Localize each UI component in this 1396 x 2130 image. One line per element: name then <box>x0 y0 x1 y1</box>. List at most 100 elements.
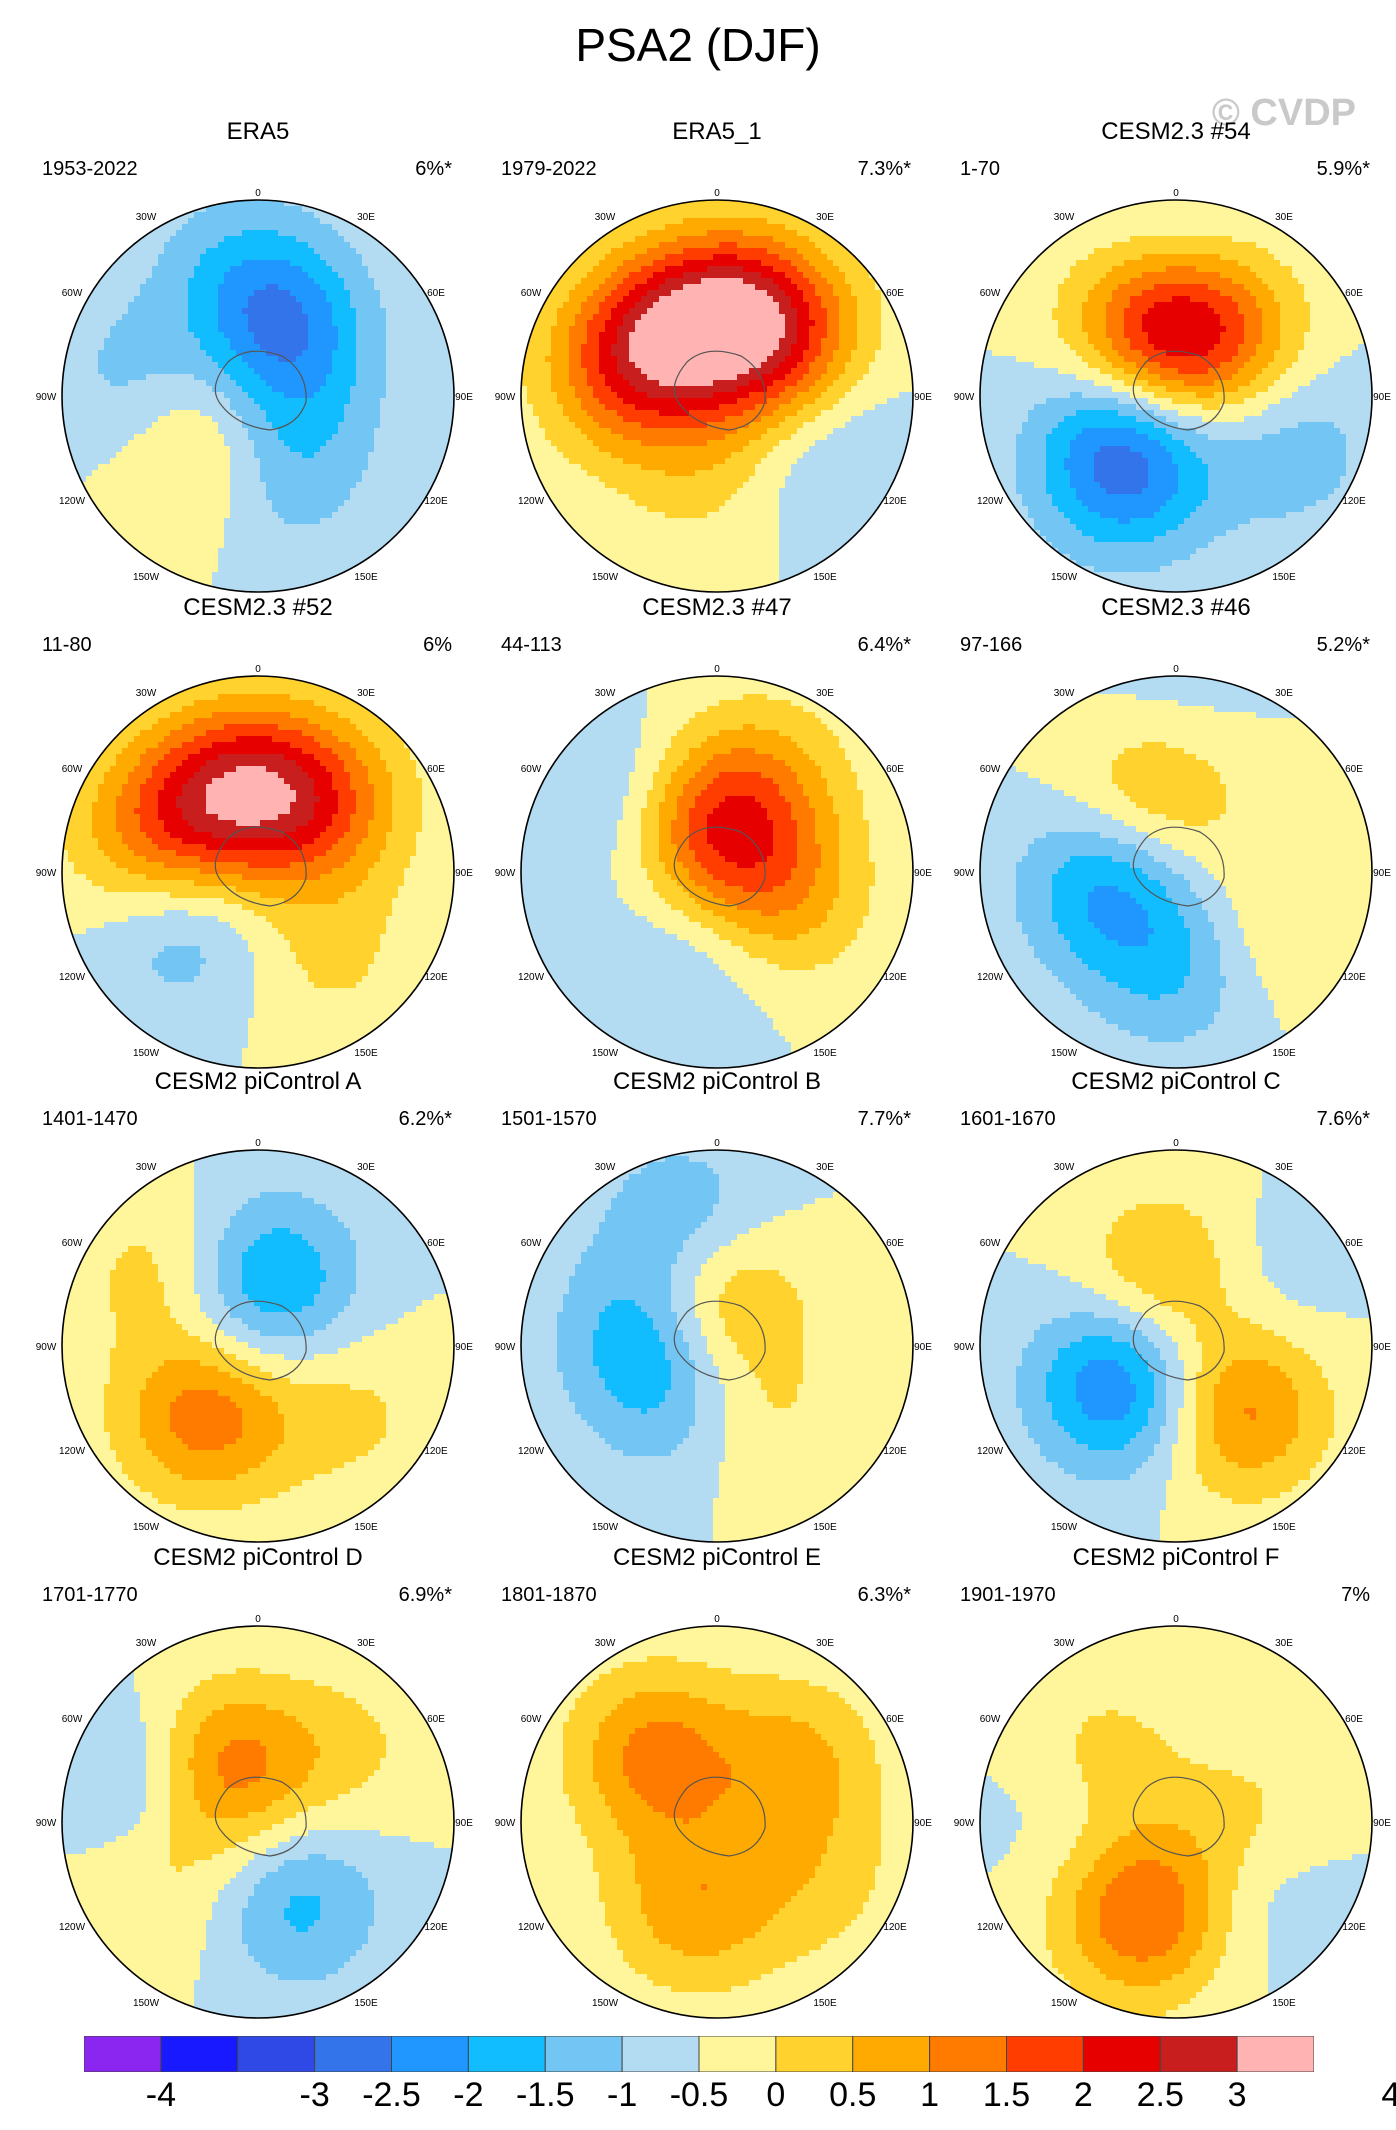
lon-label: 90E <box>455 392 473 403</box>
lon-label: 30E <box>357 212 375 223</box>
panel-years: 1501-1570 <box>501 1108 597 1131</box>
lon-label: 60E <box>427 288 445 299</box>
lon-label: 0 <box>714 1138 720 1149</box>
colorbar-tick-label: -1 <box>582 2076 662 2115</box>
map-border <box>61 1625 455 2019</box>
lon-label: 90E <box>914 1342 932 1353</box>
colorbar-tick-label: 3 <box>1197 2076 1277 2115</box>
polar-map: 030E60E90E120E150E180150W120W90W60W30W <box>954 664 1391 1069</box>
lon-label: 150W <box>592 1522 619 1533</box>
colorbar-segment <box>929 2036 1007 2072</box>
lon-label: 0 <box>714 664 720 675</box>
polar-map: 030E60E90E120E150E180150W120W90W60W30W <box>954 1138 1391 1543</box>
lon-label: 0 <box>255 1138 261 1149</box>
lon-label: 120E <box>883 1922 907 1933</box>
panel-years: 1401-1470 <box>42 1108 138 1131</box>
map-panel: 030E60E90E120E150E180150W120W90W60W30WCE… <box>487 1068 947 1543</box>
map-panel: 030E60E90E120E150E180150W120W90W60W30WER… <box>487 118 947 593</box>
polar-map: 030E60E90E120E150E180150W120W90W60W30W <box>36 1614 473 2019</box>
lon-label: 150W <box>592 1048 619 1059</box>
lon-label: 30E <box>816 212 834 223</box>
lon-label: 120W <box>977 972 1004 983</box>
lon-label: 0 <box>714 188 720 199</box>
panel-variance-pct: 7% <box>1341 1584 1370 1607</box>
panel-variance-pct: 7.6%* <box>1317 1108 1370 1131</box>
colorbar-tick-label: -2.5 <box>352 2076 432 2115</box>
lon-label: 90E <box>455 1342 473 1353</box>
map-border <box>520 675 914 1069</box>
panel-variance-pct: 5.2%* <box>1317 634 1370 657</box>
lon-label: 120W <box>518 972 545 983</box>
lon-label: 60E <box>1345 764 1363 775</box>
field-cells <box>62 676 454 1068</box>
lon-label: 30W <box>1054 212 1075 223</box>
colorbar-segment <box>1236 2036 1314 2072</box>
field-cells <box>62 1626 454 2018</box>
lon-label: 90E <box>1373 1342 1391 1353</box>
lon-label: 150W <box>1051 1998 1078 2009</box>
panel-title: CESM2 piControl A <box>28 1068 488 1096</box>
lon-label: 30W <box>595 212 616 223</box>
polar-map: 030E60E90E120E150E180150W120W90W60W30W <box>495 188 932 593</box>
map-panel: 030E60E90E120E150E180150W120W90W60W30WCE… <box>28 1544 488 2019</box>
lon-label: 30E <box>357 1162 375 1173</box>
panel-title: CESM2 piControl F <box>946 1544 1396 1572</box>
lon-label: 90W <box>954 392 975 403</box>
lon-label: 30E <box>357 688 375 699</box>
lon-label: 30W <box>595 688 616 699</box>
colorbar-tick-label: 4 <box>1351 2076 1396 2115</box>
lon-label: 60E <box>1345 288 1363 299</box>
map-panel: 030E60E90E120E150E180150W120W90W60W30WCE… <box>487 1544 947 2019</box>
panel-title: CESM2 piControl B <box>487 1068 947 1096</box>
colorbar-tick-label: 1.5 <box>967 2076 1047 2115</box>
lon-label: 60E <box>886 1714 904 1725</box>
colorbar-tick-label: -4 <box>121 2076 201 2115</box>
colorbar-segment <box>84 2036 162 2072</box>
lon-label: 150E <box>354 1048 378 1059</box>
panel-title: CESM2.3 #46 <box>946 594 1396 622</box>
lon-label: 60E <box>886 288 904 299</box>
panel-years: 1801-1870 <box>501 1584 597 1607</box>
lon-label: 90W <box>495 1342 516 1353</box>
lon-label: 120W <box>977 1446 1004 1457</box>
colorbar-segment <box>621 2036 700 2072</box>
colorbar-segment <box>1006 2036 1084 2072</box>
panel-years: 1601-1670 <box>960 1108 1056 1131</box>
panel-title: CESM2.3 #54 <box>946 118 1396 146</box>
cvdp-watermark: © CVDP <box>1212 92 1356 135</box>
lon-label: 120E <box>424 972 448 983</box>
lon-label: 0 <box>255 1614 261 1625</box>
antarctica-coastline <box>214 350 307 431</box>
lon-label: 150W <box>592 572 619 583</box>
lon-label: 120W <box>59 1922 86 1933</box>
colorbar-segment <box>698 2036 777 2072</box>
lon-label: 150W <box>1051 1048 1078 1059</box>
lon-label: 120W <box>59 1446 86 1457</box>
lon-label: 60W <box>980 1238 1001 1249</box>
lon-label: 60E <box>427 1714 445 1725</box>
field-cells <box>980 1626 1372 2018</box>
lon-label: 120E <box>424 1922 448 1933</box>
antarctica-coastline <box>673 1776 766 1857</box>
antarctica-coastline <box>673 350 766 431</box>
panel-variance-pct: 7.3%* <box>858 158 911 181</box>
lon-label: 30W <box>136 1162 157 1173</box>
lon-label: 90E <box>455 868 473 879</box>
colorbar-tick-label: 0 <box>736 2076 816 2115</box>
lon-label: 60W <box>521 288 542 299</box>
lon-label: 30W <box>1054 1162 1075 1173</box>
map-border <box>61 199 455 593</box>
lon-label: 90E <box>914 868 932 879</box>
polar-map: 030E60E90E120E150E180150W120W90W60W30W <box>36 188 473 593</box>
lon-label: 60W <box>521 1238 542 1249</box>
lon-label: 120W <box>977 1922 1004 1933</box>
field-cells <box>62 200 454 592</box>
lon-label: 30E <box>816 1162 834 1173</box>
panel-title: ERA5_1 <box>487 118 947 146</box>
colorbar-segment <box>1159 2036 1238 2072</box>
lon-label: 30W <box>595 1638 616 1649</box>
colorbar-tick-label: 2 <box>1043 2076 1123 2115</box>
lon-label: 60E <box>427 764 445 775</box>
map-border <box>979 1149 1373 1543</box>
map-panel: 030E60E90E120E150E180150W120W90W60W30WCE… <box>28 1068 488 1543</box>
